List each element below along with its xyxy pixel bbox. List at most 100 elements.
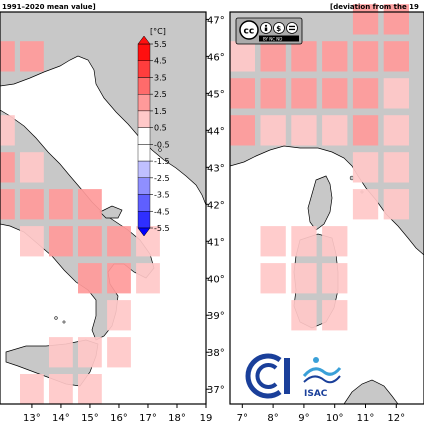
left-anomaly-cells bbox=[0, 41, 160, 405]
anomaly-cell bbox=[107, 226, 131, 257]
cc-icon-glyph: cc bbox=[244, 27, 255, 37]
colorbar-cells bbox=[137, 35, 151, 237]
y-tick-label: 39° bbox=[207, 311, 225, 322]
anomaly-cell bbox=[49, 374, 73, 405]
x-tick-label: 8° bbox=[267, 413, 278, 424]
anomaly-cell bbox=[291, 226, 317, 257]
anomaly-cell bbox=[383, 41, 409, 72]
anomaly-cell bbox=[322, 78, 348, 109]
x-tick-label: 18° bbox=[168, 413, 186, 424]
y-tick-label: 43° bbox=[207, 163, 225, 174]
anomaly-cell bbox=[78, 263, 102, 294]
x-tick-label: 9° bbox=[298, 413, 309, 424]
y-tick-label: 41° bbox=[207, 237, 225, 248]
colorbar-segment bbox=[137, 160, 151, 179]
anomaly-cell bbox=[20, 189, 44, 220]
nd-icon-bar bbox=[289, 25, 295, 28]
nc-icon-glyph: $ bbox=[276, 25, 281, 33]
colorbar-label: 5.5 bbox=[154, 40, 167, 49]
anomaly-cell bbox=[0, 115, 15, 146]
isac-logo-background bbox=[298, 352, 346, 400]
anomaly-cell bbox=[291, 115, 317, 146]
cnr-isac-logo: ISAC bbox=[240, 352, 346, 400]
anomaly-cell bbox=[0, 152, 15, 183]
y-tick-label: 47° bbox=[207, 15, 225, 26]
colorbar-labels: 5.5 4.5 3.5 2.5 1.5 0.5 -0.5 -1.5 -2.5 -3.5 -4.5 -5… bbox=[150, 40, 170, 233]
anomaly-cell bbox=[229, 78, 255, 109]
anomaly-cell bbox=[20, 226, 44, 257]
isac-logo-text: ISAC bbox=[304, 389, 328, 399]
colorbar-segment bbox=[137, 77, 151, 95]
left-panel-frame bbox=[0, 11, 207, 405]
left-aeolian-island bbox=[54, 316, 58, 320]
anomaly-cell bbox=[291, 300, 317, 331]
right-panel: [deviation from the 19 7° 8° 9° 10° 11° 12° bbox=[229, 3, 424, 424]
anomaly-cell bbox=[49, 226, 73, 257]
colorbar-label: 2.5 bbox=[154, 90, 167, 99]
y-tick-label: 44° bbox=[207, 126, 225, 137]
anomaly-cell bbox=[383, 4, 409, 35]
anomaly-cell bbox=[136, 263, 160, 294]
anomaly-cell bbox=[352, 78, 379, 109]
colorbar-label: -5.5 bbox=[154, 224, 170, 233]
anomaly-cell bbox=[0, 41, 15, 72]
isac-wave-icon bbox=[302, 367, 342, 377]
anomaly-cell bbox=[352, 189, 379, 220]
anomaly-cell bbox=[352, 4, 379, 35]
right-corsica bbox=[307, 175, 333, 231]
isac-figure-icon bbox=[313, 357, 319, 363]
by-icon-body bbox=[264, 27, 268, 32]
colorbar-max-arrow bbox=[137, 35, 151, 45]
x-tick-label: 10° bbox=[326, 413, 344, 424]
right-north-africa bbox=[343, 379, 399, 405]
left-panel-header: 1991–2020 mean value] bbox=[2, 3, 96, 11]
colorbar-segment bbox=[137, 211, 151, 229]
colorbar-label: 4.5 bbox=[154, 57, 167, 66]
cc-license-text: BY NC ND bbox=[263, 36, 282, 41]
x-tick-label: 13° bbox=[23, 413, 41, 424]
x-tick-label: 7° bbox=[237, 413, 248, 424]
anomaly-cell bbox=[352, 115, 379, 146]
cc-license-badge: cc $ BY NC ND bbox=[235, 17, 303, 45]
y-tick-label: 37° bbox=[207, 385, 225, 396]
anomaly-cell bbox=[291, 41, 317, 72]
right-panel-header: [deviation from the 19 bbox=[330, 3, 419, 11]
anomaly-cell bbox=[78, 189, 102, 220]
right-panel-frame bbox=[229, 11, 424, 405]
left-dalmatian-island bbox=[158, 148, 162, 152]
anomaly-cell bbox=[20, 374, 44, 405]
y-tick-label: 38° bbox=[207, 348, 225, 359]
x-tick-label: 15° bbox=[81, 413, 99, 424]
colorbar-min-arrow bbox=[137, 227, 151, 237]
anomaly-cell bbox=[291, 263, 317, 294]
colorbar-segment bbox=[137, 194, 151, 212]
colorbar-label: -3.5 bbox=[154, 191, 170, 200]
anomaly-cell bbox=[229, 41, 255, 72]
anomaly-cell bbox=[49, 337, 73, 368]
colorbar-label: 0.5 bbox=[154, 124, 167, 133]
left-panel: 1991–2020 mean value] 13° 14° 15° 16° 17° 18°… bbox=[0, 3, 225, 424]
anomaly-cell bbox=[352, 152, 379, 183]
y-tick-label: 46° bbox=[207, 52, 225, 63]
anomaly-cell bbox=[78, 226, 102, 257]
left-gargano bbox=[99, 205, 123, 219]
left-y-axis: 47° 46° 45° 44° 43° 42° 41° 40° 39° 38° 37° bbox=[206, 15, 225, 396]
colorbar-segment bbox=[137, 93, 151, 112]
anomaly-cell bbox=[78, 374, 102, 405]
nc-icon bbox=[273, 22, 285, 34]
colorbar-label: -0.5 bbox=[154, 140, 170, 149]
anomaly-cell bbox=[107, 263, 131, 294]
y-tick-label: 45° bbox=[207, 89, 225, 100]
isac-wave-icon bbox=[303, 375, 341, 384]
cc-icon bbox=[239, 20, 259, 40]
anomaly-cell bbox=[78, 337, 102, 368]
x-tick-label: 12° bbox=[387, 413, 405, 424]
anomaly-cell bbox=[260, 78, 286, 109]
colorbar-label: 1.5 bbox=[154, 107, 167, 116]
anomaly-cell bbox=[322, 41, 348, 72]
anomaly-cell bbox=[260, 226, 286, 257]
x-tick-label: 17° bbox=[139, 413, 157, 424]
anomaly-cell bbox=[260, 115, 286, 146]
anomaly-cell bbox=[322, 263, 348, 294]
